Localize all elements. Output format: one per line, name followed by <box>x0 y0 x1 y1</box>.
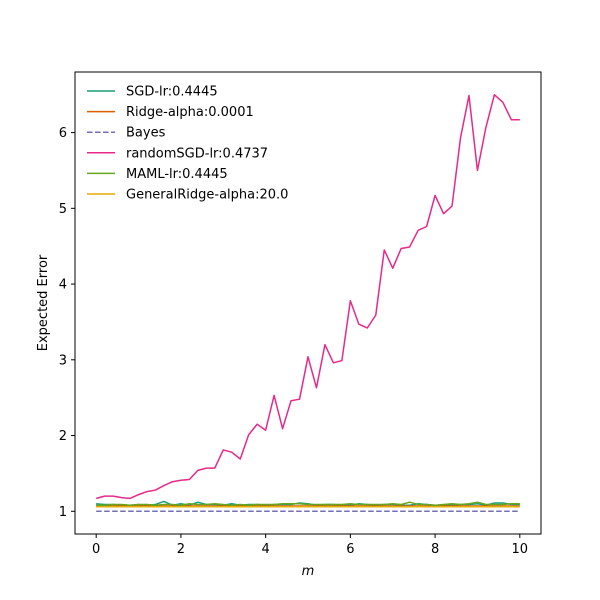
x-tick-label: 0 <box>92 542 100 557</box>
y-axis-label: Expected Error <box>36 254 51 351</box>
x-axis: 0 2 4 6 8 10 <box>92 534 528 557</box>
legend-label: GeneralRidge-alpha:20.0 <box>126 188 288 203</box>
y-tick-label: 6 <box>59 126 67 141</box>
legend-item-maml-lr-0-4445: MAML-lr:0.4445 <box>87 167 228 182</box>
y-tick-label: 4 <box>59 278 67 293</box>
x-tick-label: 6 <box>346 542 354 557</box>
legend-item-randomsgd-lr-0-4737: randomSGD-lr:0.4737 <box>87 146 268 161</box>
legend-label: MAML-lr:0.4445 <box>126 167 228 182</box>
legend: SGD-lr:0.4445 Ridge-alpha:0.0001 Bayes rand… <box>87 85 288 203</box>
x-tick-label: 10 <box>512 542 529 557</box>
y-tick-label: 1 <box>59 505 67 520</box>
legend-label: SGD-lr:0.4445 <box>126 85 218 100</box>
legend-label: Bayes <box>126 126 166 141</box>
legend-item-bayes: Bayes <box>87 126 166 141</box>
legend-item-ridge-alpha-0-0001: Ridge-alpha:0.0001 <box>87 105 254 120</box>
legend-label: Ridge-alpha:0.0001 <box>126 105 254 120</box>
x-tick-label: 4 <box>261 542 269 557</box>
series-layer <box>95 93 520 513</box>
plot-frame <box>74 71 542 535</box>
y-tick-label: 5 <box>59 202 67 217</box>
legend-label: randomSGD-lr:0.4737 <box>126 146 268 161</box>
y-axis: 1 2 3 4 5 6 <box>59 126 75 520</box>
series-line-randomsgd-lr-0-4737 <box>95 93 520 500</box>
x-tick-label: 8 <box>431 542 439 557</box>
y-tick-label: 3 <box>59 353 67 368</box>
series-line-maml-lr-0-4445 <box>96 501 520 506</box>
x-axis-label: m <box>302 564 315 579</box>
x-tick-label: 2 <box>177 542 185 557</box>
y-tick-label: 2 <box>59 429 67 444</box>
legend-item-generalridge-alpha-20-0: GeneralRidge-alpha:20.0 <box>87 188 288 203</box>
legend-item-sgd-lr-0-4445: SGD-lr:0.4445 <box>87 85 218 100</box>
series-line-sgd-lr-0-4445 <box>96 500 520 506</box>
